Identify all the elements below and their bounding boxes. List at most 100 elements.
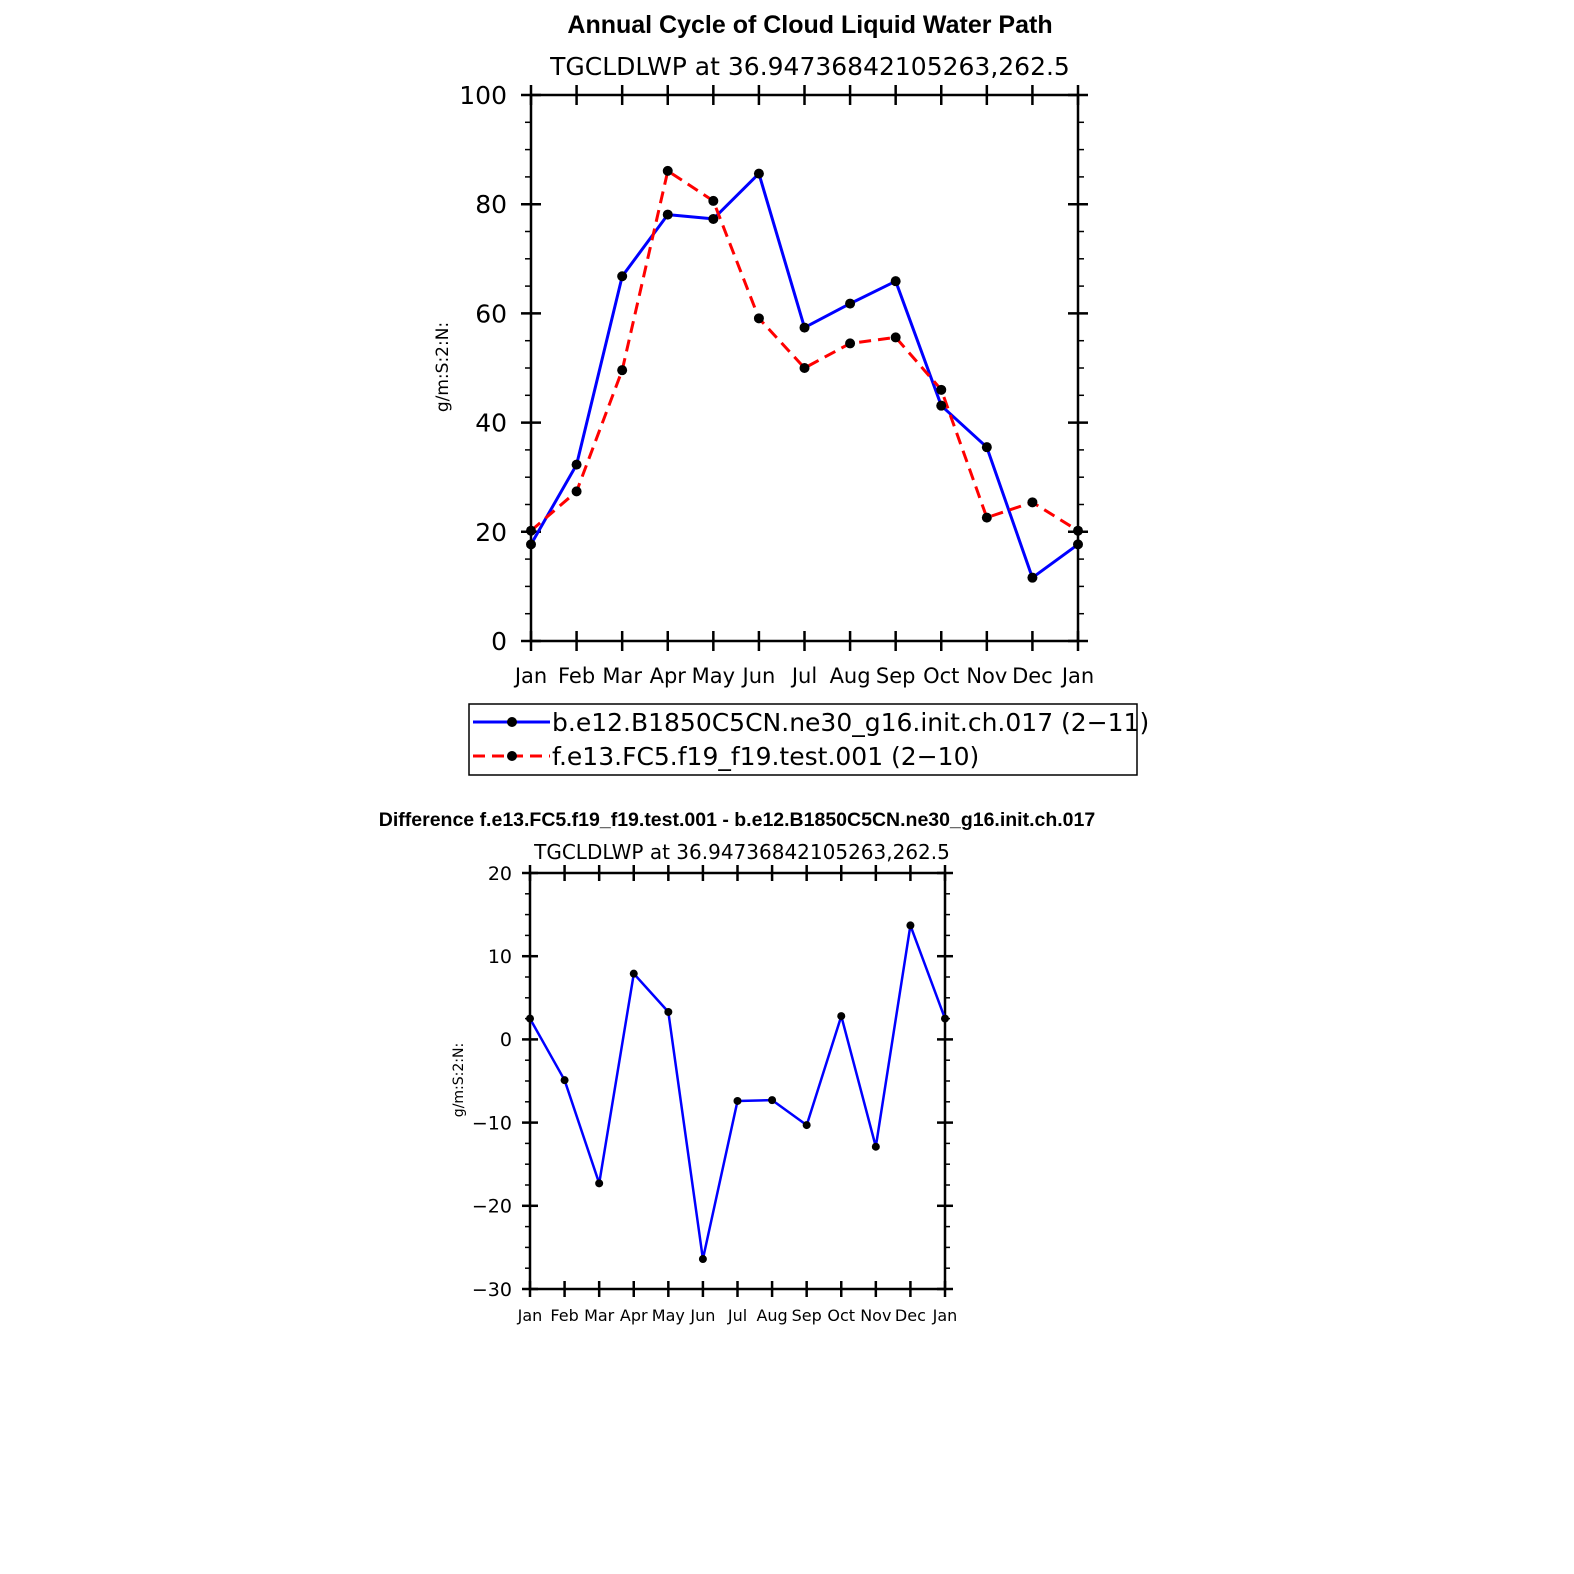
y-tick-label: 60 xyxy=(475,299,507,328)
data-point xyxy=(560,1076,569,1085)
y-tick-labels: 0 20 40 60 80 100 xyxy=(459,81,507,656)
series-lines xyxy=(526,165,1083,583)
data-point xyxy=(526,539,536,550)
difference-axis-ticks xyxy=(522,865,953,1297)
x-tick-label: Jun xyxy=(741,664,776,688)
data-point xyxy=(571,459,582,470)
data-point xyxy=(936,384,947,395)
difference-chart: Difference f.e13.FC5.f19_f19.test.001 - … xyxy=(379,809,1095,1325)
x-tick-label: Aug xyxy=(830,664,871,688)
x-tick-label: Mar xyxy=(602,664,642,688)
legend-marker-model-1 xyxy=(507,717,517,727)
data-point xyxy=(571,486,582,497)
data-point xyxy=(617,365,628,376)
data-point xyxy=(662,165,673,176)
chart-title: Annual Cycle of Cloud Liquid Water Path xyxy=(567,11,1052,39)
series-line-1 xyxy=(529,172,1079,580)
data-point xyxy=(1027,497,1038,508)
legend-label-model-1: b.e12.B1850C5CN.ne30_g16.init.ch.017 (2−… xyxy=(552,708,1149,737)
data-point xyxy=(753,168,764,179)
data-point xyxy=(698,1255,707,1264)
y-tick-label: 0 xyxy=(491,627,507,656)
legend-label-model-2: f.e13.FC5.f19_f19.test.001 (2−10) xyxy=(552,742,979,771)
y-tick-label: 100 xyxy=(459,81,507,110)
x-tick-label: May xyxy=(692,664,735,688)
data-point xyxy=(906,921,915,930)
data-point xyxy=(526,1014,534,1023)
x-tick-label: Jan xyxy=(1060,664,1094,688)
difference-x-tick-labels: Jan Feb Mar Apr May Jun Jul Aug Sep Oct Nov Dec Jan xyxy=(517,1306,958,1325)
data-point xyxy=(753,313,764,324)
data-point xyxy=(1027,572,1038,583)
x-tick-labels: Jan Feb Mar Apr May Jun Jul Aug Sep Oct Nov Dec Jan xyxy=(513,664,1094,688)
x-tick-label: Jan xyxy=(513,664,547,688)
x-tick-label: Feb xyxy=(558,664,595,688)
x-tick-label: Oct xyxy=(923,664,959,688)
data-point xyxy=(890,276,901,287)
series-line-1 xyxy=(528,924,947,1261)
data-point xyxy=(595,1179,604,1188)
data-point xyxy=(845,298,856,309)
data-point xyxy=(890,332,901,343)
data-point xyxy=(799,363,810,373)
y-tick-label: 80 xyxy=(475,190,507,219)
legend: b.e12.B1850C5CN.ne30_g16.init.ch.017 (2−… xyxy=(468,703,1149,776)
data-point xyxy=(981,442,992,453)
x-tick-label: Jul xyxy=(790,664,817,688)
x-tick-label: Nov xyxy=(860,1306,891,1325)
x-tick-label: Dec xyxy=(895,1306,926,1325)
data-point xyxy=(981,512,992,523)
data-point xyxy=(802,1121,811,1130)
y-tick-label: 20 xyxy=(488,863,512,885)
data-point xyxy=(708,213,719,224)
x-tick-label: Dec xyxy=(1012,664,1053,688)
data-point xyxy=(799,322,810,333)
data-point xyxy=(526,525,536,536)
y-tick-label: −20 xyxy=(472,1196,512,1218)
legend-marker-model-2 xyxy=(507,751,517,761)
y-tick-label: 20 xyxy=(475,518,507,547)
data-point xyxy=(941,1014,949,1023)
data-point xyxy=(871,1142,880,1151)
y-tick-label: 10 xyxy=(488,946,512,968)
data-point xyxy=(936,400,947,411)
x-tick-label: Feb xyxy=(550,1306,578,1325)
difference-chart-title: Difference f.e13.FC5.f19_f19.test.001 - … xyxy=(379,809,1095,831)
difference-y-tick-labels: −30 −20 −10 0 10 20 xyxy=(472,863,512,1301)
x-tick-label: Mar xyxy=(584,1306,615,1325)
x-tick-label: Nov xyxy=(966,664,1007,688)
x-tick-label: Aug xyxy=(756,1306,787,1325)
data-point xyxy=(1073,539,1083,550)
x-tick-label: Jan xyxy=(517,1306,543,1325)
y-tick-label: 40 xyxy=(475,409,507,438)
y-tick-label: 0 xyxy=(500,1029,512,1051)
data-point xyxy=(662,209,673,220)
x-tick-label: Jun xyxy=(689,1306,715,1325)
data-point xyxy=(1073,525,1083,536)
x-tick-label: Jan xyxy=(932,1306,958,1325)
x-tick-label: Apr xyxy=(650,664,687,688)
difference-chart-subtitle: TGCLDLWP at 36.94736842105263,262.5 xyxy=(533,840,950,864)
axis-ticks xyxy=(521,85,1088,651)
x-tick-label: Apr xyxy=(620,1306,648,1325)
data-point xyxy=(768,1096,777,1105)
x-tick-label: Jul xyxy=(727,1306,747,1325)
chart-subtitle: TGCLDLWP at 36.94736842105263,262.5 xyxy=(549,52,1070,81)
difference-series xyxy=(526,921,949,1264)
x-tick-label: Oct xyxy=(827,1306,855,1325)
data-point xyxy=(708,195,719,206)
x-tick-label: May xyxy=(652,1306,685,1325)
difference-y-axis-label: g/m:S:2:N: xyxy=(451,1043,467,1117)
annual-cycle-chart: Annual Cycle of Cloud Liquid Water Path … xyxy=(433,11,1149,776)
data-point xyxy=(845,338,856,349)
x-tick-label: Sep xyxy=(792,1306,822,1325)
data-point xyxy=(617,271,628,282)
y-axis-label: g/m:S:2:N: xyxy=(433,322,453,412)
difference-plot-frame xyxy=(528,871,947,1291)
data-point xyxy=(629,969,638,978)
y-tick-label: −10 xyxy=(472,1112,512,1134)
y-tick-label: −30 xyxy=(472,1279,512,1301)
data-point xyxy=(837,1012,846,1021)
data-point xyxy=(733,1096,742,1105)
